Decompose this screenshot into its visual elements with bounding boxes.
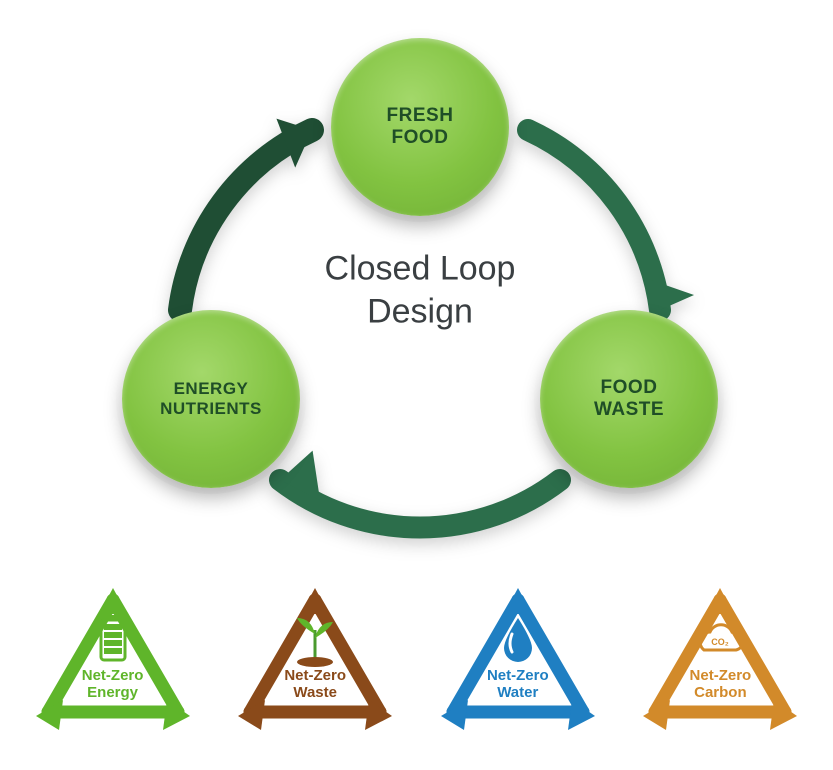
diagram-title-line2: Design <box>367 292 473 330</box>
arrow-waste-to-energy <box>275 451 560 528</box>
node-food-waste-line1: FOOD <box>589 377 670 398</box>
arrow-energy-to-fresh <box>180 119 313 310</box>
badge-waste-label: Net-Zero Waste <box>284 667 346 702</box>
badge-energy: Net-Zero Energy <box>23 582 203 752</box>
badge-waste: Net-Zero Waste <box>225 582 405 752</box>
badge-energy-label: Net-Zero Energy <box>82 667 144 702</box>
badge-carbon-label: Net-Zero Carbon <box>690 667 752 702</box>
badge-water: Net-Zero Water <box>428 582 608 752</box>
node-fresh-food-line2: FOOD <box>380 127 461 148</box>
badge-carbon: CO₂ Net-Zero Carbon <box>630 582 810 752</box>
diagram-title: Closed Loop Design <box>325 248 516 333</box>
node-energy-nutrients-line2: NUTRIENTS <box>148 399 274 418</box>
closed-loop-cycle: Closed Loop Design FRESH FOOD FOOD WASTE… <box>80 10 760 570</box>
node-fresh-food-line1: FRESH <box>375 105 466 126</box>
netzero-badges-row: Net-Zero Energy Net-Ze <box>0 582 833 752</box>
node-food-waste: FOOD WASTE <box>540 310 718 488</box>
arrow-fresh-to-waste <box>528 130 694 321</box>
diagram-title-line1: Closed Loop <box>325 250 516 288</box>
badge-water-label: Net-Zero Water <box>487 667 549 702</box>
node-fresh-food: FRESH FOOD <box>331 38 509 216</box>
svg-text:CO₂: CO₂ <box>712 637 730 647</box>
node-energy-nutrients-line1: ENERGY <box>162 379 261 398</box>
node-food-waste-line2: WASTE <box>582 399 676 420</box>
node-energy-nutrients: ENERGY NUTRIENTS <box>122 310 300 488</box>
